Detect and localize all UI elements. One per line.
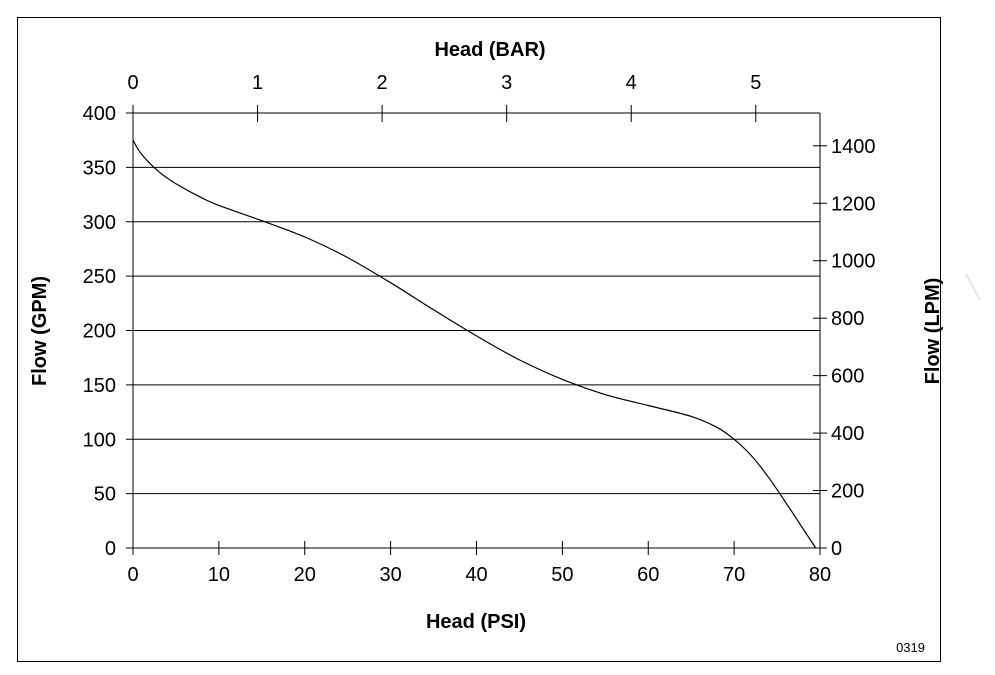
y-tick-label: 400 [83, 103, 116, 125]
y-tick-label: 0 [105, 538, 116, 560]
top-tick-label: 1 [252, 72, 263, 94]
x-tick-label: 0 [127, 564, 138, 586]
x-axis-title-top: Head (BAR) [434, 39, 545, 61]
x-tick-label: 30 [380, 564, 402, 586]
right-tick-label: 1200 [831, 193, 876, 215]
right-tick-label: 0 [831, 538, 842, 560]
right-tick-label: 200 [831, 481, 864, 503]
x-tick-label: 80 [809, 564, 831, 586]
x-tick-label: 70 [723, 564, 745, 586]
top-tick-label: 2 [377, 72, 388, 94]
top-tick-label: 5 [750, 72, 761, 94]
y-tick-label: 200 [83, 321, 116, 343]
figure-code: 0319 [896, 640, 925, 655]
top-tick-label: 4 [626, 72, 637, 94]
x-axis-title-bottom: Head (PSI) [426, 611, 526, 633]
top-tick-label: 3 [501, 72, 512, 94]
y-tick-label: 50 [94, 484, 116, 506]
x-tick-label: 20 [294, 564, 316, 586]
series-line [132, 139, 817, 549]
y-tick-label: 250 [83, 266, 116, 288]
right-tick-label: 1000 [831, 251, 876, 273]
y-tick-label: 100 [83, 429, 116, 451]
x-tick-label: 10 [208, 564, 230, 586]
y-tick-label: 300 [83, 212, 116, 234]
tick-labels: 0 10 20 30 40 50 60 70 8005010015020025030035040… [83, 72, 876, 586]
right-tick-label: 1400 [831, 136, 876, 158]
right-tick-label: 800 [831, 308, 864, 330]
y-axis-title-left: Flow (GPM) [29, 276, 51, 386]
right-tick-label: 400 [831, 423, 864, 445]
y-axis-title-right: Flow (LPM) [922, 278, 944, 385]
y-tick-label: 350 [83, 157, 116, 179]
x-tick-label: 50 [551, 564, 573, 586]
chart-frame [17, 17, 941, 662]
tick-marks [126, 105, 827, 555]
x-tick-label: 60 [637, 564, 659, 586]
x-tick-label: 40 [465, 564, 487, 586]
top-tick-label: 0 [127, 72, 138, 94]
grid-lines [133, 112, 820, 495]
right-tick-label: 600 [831, 366, 864, 388]
y-tick-label: 150 [83, 375, 116, 397]
